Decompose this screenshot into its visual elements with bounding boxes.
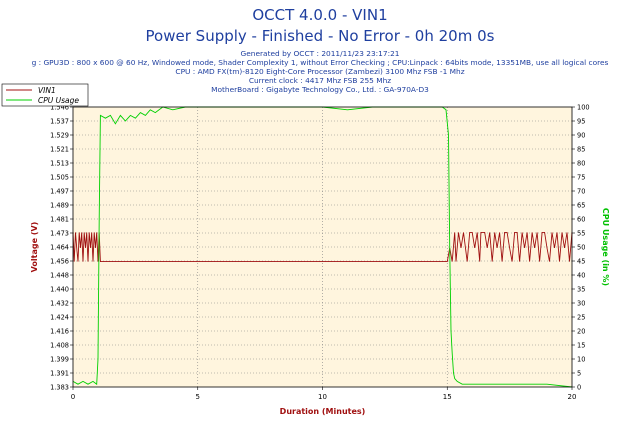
legend-label: VIN1 <box>38 86 56 95</box>
y-tick-label: 1.464 <box>50 243 69 251</box>
y-axis-right-title: CPU Usage (in %) <box>601 208 610 286</box>
y-tick-label: 1.537 <box>50 117 69 125</box>
y-right-tick-label: 30 <box>577 299 585 307</box>
y-tick-label: 1.546 <box>50 103 69 111</box>
y-tick-label: 1.448 <box>50 271 69 279</box>
y-tick-label: 1.513 <box>50 159 69 167</box>
y-tick-label: 1.416 <box>50 327 69 335</box>
x-tick-label: 0 <box>71 393 75 401</box>
y-right-tick-label: 25 <box>577 313 585 321</box>
info-line: g : GPU3D : 800 x 600 @ 60 Hz, Windowed … <box>32 58 609 67</box>
y-right-tick-label: 85 <box>577 145 585 153</box>
left-axis-ticks: 1.383 1.391 1.399 1.408 1.416 1.424 1.432 1.440… <box>50 103 73 391</box>
grid <box>73 107 572 387</box>
y-tick-label: 1.497 <box>50 187 69 195</box>
y-tick-label: 1.383 <box>50 383 69 391</box>
y-right-tick-label: 50 <box>577 243 585 251</box>
right-axis-ticks: 0 5 10 15 20 25 30 35 40 45 50 55 60 65 70 75 80 85 90 95 10… <box>572 103 590 391</box>
y-tick-label: 1.529 <box>50 131 69 139</box>
y-tick-label: 1.505 <box>50 173 69 181</box>
y-right-tick-label: 0 <box>577 383 581 391</box>
y-right-tick-label: 95 <box>577 117 585 125</box>
x-tick-label: 20 <box>568 393 577 401</box>
y-right-tick-label: 10 <box>577 355 585 363</box>
y-tick-label: 1.424 <box>50 313 69 321</box>
y-tick-label: 1.489 <box>50 201 69 209</box>
x-axis-ticks: 0 5 10 15 20 <box>71 387 577 401</box>
info-line: Current clock : 4417 Mhz FSB 255 Mhz <box>249 76 391 85</box>
y-right-tick-label: 90 <box>577 131 585 139</box>
y-tick-label: 1.521 <box>50 145 69 153</box>
info-line: MotherBoard : Gigabyte Technology Co., L… <box>211 85 429 94</box>
plot-frame <box>72 106 573 388</box>
y-tick-label: 1.481 <box>50 215 69 223</box>
y-right-tick-label: 65 <box>577 201 585 209</box>
y-right-tick-label: 15 <box>577 341 585 349</box>
info-lines: Generated by OCCT : 2011/11/23 23:17:21g… <box>32 49 609 94</box>
y-tick-label: 1.432 <box>50 299 69 307</box>
y-right-tick-label: 80 <box>577 159 585 167</box>
legend-label: CPU Usage <box>38 96 79 105</box>
y-right-tick-label: 20 <box>577 327 585 335</box>
chart-subtitle: Power Supply - Finished - No Error - 0h … <box>146 27 495 45</box>
chart-title: OCCT 4.0.0 - VIN1 <box>252 6 387 24</box>
y-right-tick-label: 35 <box>577 285 585 293</box>
y-right-tick-label: 5 <box>577 369 581 377</box>
info-line: Generated by OCCT : 2011/11/23 23:17:21 <box>241 49 400 58</box>
x-axis-title: Duration (Minutes) <box>280 407 366 416</box>
x-tick-label: 15 <box>443 393 452 401</box>
y-tick-label: 1.473 <box>50 229 69 237</box>
y-tick-label: 1.391 <box>50 369 69 377</box>
x-tick-label: 10 <box>318 393 327 401</box>
y-right-tick-label: 60 <box>577 215 585 223</box>
y-right-tick-label: 55 <box>577 229 585 237</box>
y-tick-label: 1.399 <box>50 355 69 363</box>
series-line-vin1 <box>72 231 573 263</box>
y-axis-title: Voltage (V) <box>30 222 39 273</box>
x-tick-label: 5 <box>196 393 200 401</box>
y-tick-label: 1.456 <box>50 257 69 265</box>
y-tick-label: 1.408 <box>50 341 69 349</box>
y-tick-label: 1.440 <box>50 285 69 293</box>
y-right-tick-label: 75 <box>577 173 585 181</box>
y-right-tick-label: 70 <box>577 187 585 195</box>
info-line: CPU : AMD FX(tm)-8120 Eight-Core Process… <box>175 67 464 76</box>
y-right-tick-label: 45 <box>577 257 585 265</box>
y-right-tick-label: 100 <box>577 103 590 111</box>
y-right-tick-label: 40 <box>577 271 585 279</box>
